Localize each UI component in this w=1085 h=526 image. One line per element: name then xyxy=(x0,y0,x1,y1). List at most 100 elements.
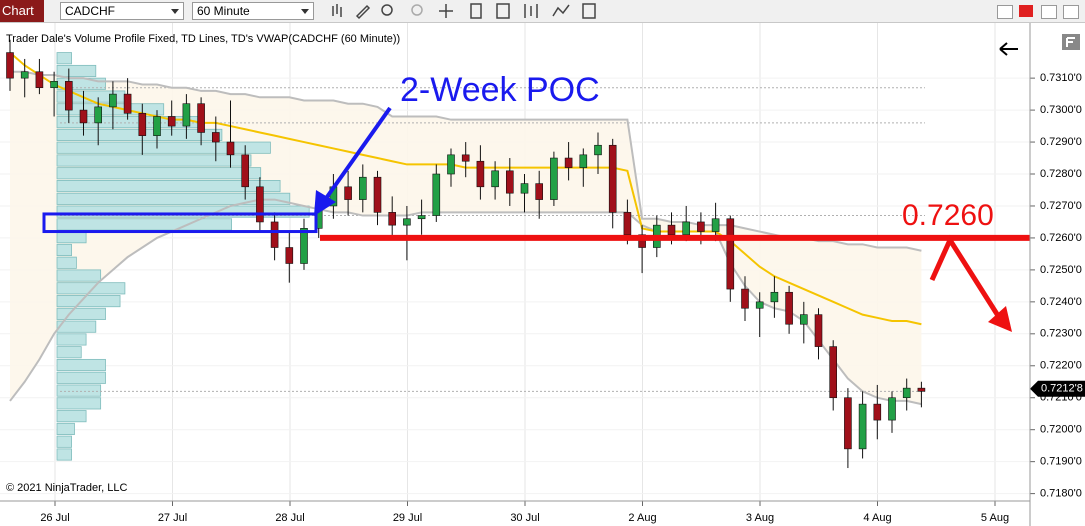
lower-band-line xyxy=(9,198,922,406)
bars-icon[interactable] xyxy=(332,4,342,17)
candle-body xyxy=(535,183,544,200)
candle-body xyxy=(829,346,838,399)
candle-body xyxy=(844,397,852,450)
candle-body xyxy=(505,170,514,194)
volume-profile-bar xyxy=(56,295,121,308)
x-tick-label: 4 Aug xyxy=(863,512,891,524)
x-tick-label: 2 Aug xyxy=(628,512,656,524)
candle-body xyxy=(711,218,720,232)
properties-icon[interactable] xyxy=(470,3,482,19)
volume-profile-bar xyxy=(56,435,72,448)
candle-body xyxy=(491,170,499,188)
candle-body xyxy=(35,71,44,89)
indicators-icon[interactable] xyxy=(552,4,570,17)
pencil-icon[interactable] xyxy=(355,4,371,20)
volume-profile-bar xyxy=(56,154,252,167)
candle-body xyxy=(888,397,896,421)
minimize-button[interactable] xyxy=(997,5,1013,19)
candle-body xyxy=(344,186,352,200)
candle-body xyxy=(256,186,264,223)
y-tick-label: 0.7250'0 xyxy=(1040,264,1082,276)
maximize-button[interactable] xyxy=(1041,5,1057,19)
y-tick-label: 0.7260'0 xyxy=(1040,232,1082,244)
candle-body xyxy=(167,116,176,127)
y-tick-label: 0.7200'0 xyxy=(1040,424,1082,436)
candle-body xyxy=(373,176,382,213)
volume-profile-bar xyxy=(56,167,262,180)
candle-body xyxy=(138,112,147,136)
zoom-out-icon[interactable] xyxy=(411,4,423,16)
volume-profile-bar xyxy=(56,205,310,218)
level-label: 0.7260 xyxy=(902,199,994,232)
volume-profile-bar xyxy=(56,64,97,78)
candle-body xyxy=(814,314,823,347)
back-arrow-icon[interactable] xyxy=(999,42,1018,56)
close-button[interactable] xyxy=(1063,5,1079,19)
interval-select[interactable]: 60 Minute xyxy=(192,2,314,20)
window-title: Chart xyxy=(0,0,44,22)
zoom-in-icon[interactable] xyxy=(381,4,393,16)
x-tick-label: 30 Jul xyxy=(510,512,539,524)
candle-body xyxy=(432,173,441,216)
y-tick-label: 0.7270'0 xyxy=(1040,200,1082,212)
volume-profile-bar xyxy=(56,358,106,372)
volume-profile-bar xyxy=(56,333,87,346)
record-button[interactable] xyxy=(1019,5,1033,17)
x-tick-label: 28 Jul xyxy=(275,512,304,524)
candle-body xyxy=(917,387,926,392)
candle-body xyxy=(667,224,676,236)
candle-body xyxy=(447,154,455,175)
volume-profile-bar xyxy=(56,243,72,257)
candle-body xyxy=(153,116,161,136)
volume-profile-bar xyxy=(56,52,72,65)
volume-profile-bar xyxy=(56,218,233,231)
candle-body xyxy=(270,221,279,248)
x-tick-label: 27 Jul xyxy=(158,512,187,524)
y-tick-label: 0.7280'0 xyxy=(1040,168,1082,180)
instrument-select[interactable]: CADCHF xyxy=(60,2,184,20)
crosshair-icon[interactable] xyxy=(439,4,453,18)
template-icon[interactable] xyxy=(496,3,510,19)
volume-profile-bar xyxy=(56,422,75,435)
y-tick-label: 0.7220'0 xyxy=(1040,360,1082,372)
blue-arrow-head xyxy=(314,190,336,216)
candle-body xyxy=(755,301,764,309)
candle-body xyxy=(403,218,411,226)
last-price-label: 0.7212'8 xyxy=(1041,383,1083,395)
candle-body xyxy=(417,215,426,220)
candle-body xyxy=(902,387,911,399)
candle-body xyxy=(285,247,294,264)
candle-body xyxy=(94,106,102,124)
snapshot-icon[interactable] xyxy=(582,3,596,19)
candle-body xyxy=(6,52,14,79)
volume-profile-bar xyxy=(56,269,102,282)
candle-body xyxy=(79,109,88,124)
last-price-box xyxy=(1030,380,1085,397)
candle-body xyxy=(241,154,249,188)
y-tick-label: 0.7310'0 xyxy=(1040,72,1082,84)
volume-profile-bar xyxy=(56,256,77,269)
candle-body xyxy=(476,160,485,188)
candle-body xyxy=(741,288,749,309)
x-tick-label: 3 Aug xyxy=(746,512,774,524)
candle-body xyxy=(197,103,205,133)
toolbar: Chart CADCHF 60 Minute xyxy=(0,0,1085,23)
volume-profile-bar xyxy=(56,320,97,333)
candle-body xyxy=(858,403,867,450)
strategies-icon[interactable] xyxy=(524,4,538,18)
candle-body xyxy=(461,154,470,162)
poc-label: 2-Week POC xyxy=(400,71,600,109)
y-tick-label: 0.7190'0 xyxy=(1040,456,1082,468)
candle-body xyxy=(682,221,691,236)
x-tick-label: 29 Jul xyxy=(393,512,422,524)
candle-body xyxy=(20,71,29,79)
y-tick-label: 0.7230'0 xyxy=(1040,328,1082,340)
volume-profile-bar xyxy=(56,116,203,129)
volume-profile-bar xyxy=(56,384,102,397)
candle-body xyxy=(726,218,735,290)
volume-profile-bar xyxy=(56,141,271,154)
candle-body xyxy=(65,81,73,111)
volume-profile-bar xyxy=(56,231,87,244)
volume-profile-bar xyxy=(56,180,281,193)
